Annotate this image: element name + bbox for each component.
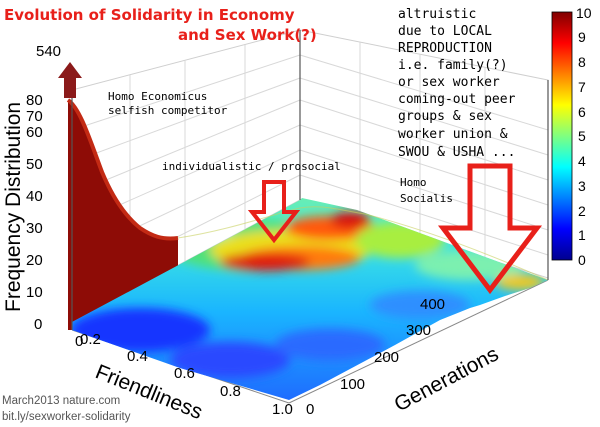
- x-tick-0.2: 0.2: [80, 331, 101, 348]
- annotation-right-line: groups & sex: [398, 109, 492, 124]
- annotation-right: altruistic due to LOCAL REPRODUCTION i.e…: [398, 7, 516, 160]
- colorbar-tick-1: 1: [578, 227, 586, 243]
- colorbar-tick-10: 10: [576, 5, 592, 21]
- prosocial-down-arrow: [247, 180, 301, 244]
- chart-title-line2: and Sex Work(?): [178, 26, 317, 44]
- socialis-down-arrow: [437, 163, 543, 295]
- x-tick-0.8: 0.8: [220, 383, 241, 400]
- y-axis-label: Generations: [391, 342, 503, 416]
- annotation-right-line: coming-out peer: [398, 92, 516, 107]
- annotation-right-line: worker union &: [398, 127, 508, 142]
- y-tick-100: 100: [340, 376, 365, 393]
- y-ticks: 0 100 200 300 400: [306, 296, 445, 418]
- colorbar: 0 1 2 3 4 5 6 7 8 9 10: [551, 5, 592, 268]
- chart-title-line1: Evolution of Solidarity in Economy: [4, 6, 295, 24]
- credit-line1: March2013 nature.com: [2, 395, 120, 407]
- colorbar-tick-3: 3: [578, 178, 586, 194]
- annotation-homo-socialis-line1: Homo: [400, 176, 427, 189]
- annotation-right-line: i.e. family(?): [398, 58, 508, 73]
- annotation-left-line2: selfish competitor: [108, 104, 228, 117]
- credit-line2: bit.ly/sexworker-solidarity: [2, 411, 131, 423]
- colorbar-tick-7: 7: [578, 79, 586, 95]
- z-tick-60: 60: [26, 124, 43, 141]
- x-tick-0.4: 0.4: [127, 348, 148, 365]
- annotation-right-line: altruistic: [398, 7, 476, 22]
- annotation-right-line: due to LOCAL: [398, 24, 492, 39]
- colorbar-tick-6: 6: [578, 104, 586, 120]
- x-tick-0.6: 0.6: [174, 365, 195, 382]
- z-tick-80: 80: [26, 92, 43, 109]
- z-ticks: 0 10 20 30 40 50 60 70 80: [26, 92, 43, 333]
- x-tick-0: 0: [75, 333, 83, 350]
- z-tick-40: 40: [26, 188, 43, 205]
- colorbar-tick-4: 4: [578, 153, 586, 169]
- annotation-right-line: or sex worker: [398, 75, 500, 90]
- colorbar-tick-0: 0: [578, 252, 586, 268]
- annotation-left-line1: Homo Economicus: [108, 90, 207, 103]
- z-tick-0: 0: [34, 316, 42, 333]
- z-tick-70: 70: [26, 108, 43, 125]
- annotation-homo-socialis-line2: Socialis: [400, 192, 453, 205]
- y-tick-0: 0: [306, 401, 314, 418]
- peak-up-arrow: [58, 62, 82, 98]
- colorbar-tick-2: 2: [578, 203, 586, 219]
- z-tick-30: 30: [26, 220, 43, 237]
- z-peak-label: 540: [36, 43, 61, 60]
- x-ticks: 0 0.2 0.4 0.6 0.8 1.0: [75, 331, 293, 418]
- y-tick-400: 400: [420, 296, 445, 313]
- z-tick-50: 50: [26, 156, 43, 173]
- annotation-right-line: SWOU & USHA ...: [398, 145, 515, 160]
- annotation-left: Homo Economicus selfish competitor: [108, 90, 228, 117]
- axis-lines: [71, 30, 549, 330]
- z-tick-20: 20: [26, 252, 43, 269]
- annotation-right-line: REPRODUCTION: [398, 41, 492, 56]
- colorbar-tick-8: 8: [578, 54, 586, 70]
- y-tick-200: 200: [374, 349, 399, 366]
- x-tick-1.0: 1.0: [272, 401, 293, 418]
- z-tick-10: 10: [26, 284, 43, 301]
- annotation-middle: individualistic / prosocial: [162, 160, 341, 173]
- colorbar-tick-9: 9: [578, 29, 586, 45]
- z-axis-label: Frequency Distribution: [2, 102, 25, 312]
- colorbar-tick-5: 5: [578, 128, 586, 144]
- y-tick-300: 300: [406, 322, 431, 339]
